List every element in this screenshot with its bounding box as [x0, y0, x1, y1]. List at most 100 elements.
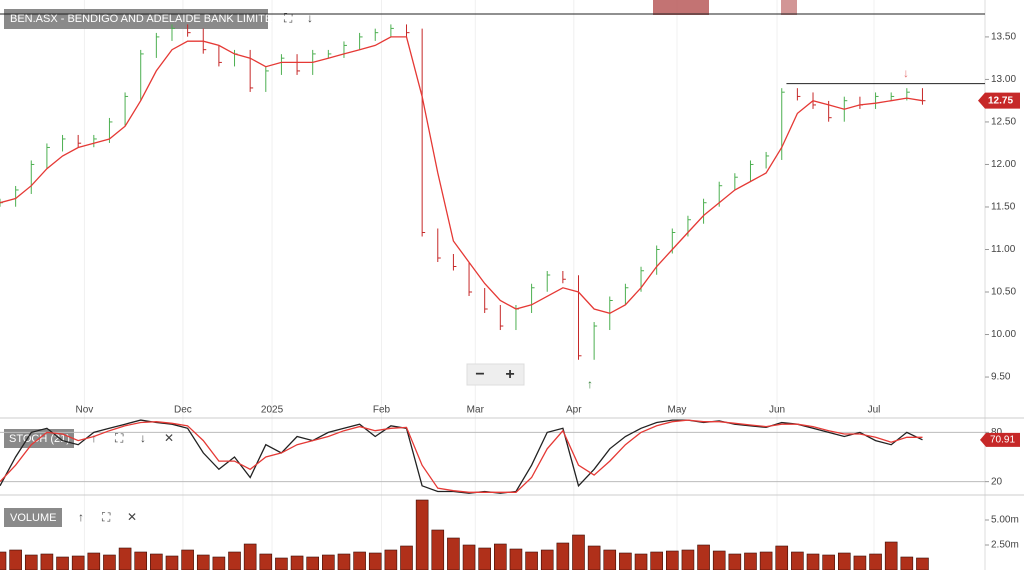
volume-bar: [118, 547, 132, 570]
volume-bar: [572, 534, 585, 570]
y-tick-label: 13.00: [991, 74, 1016, 85]
volume-bar: [837, 552, 851, 570]
zoom-out[interactable]: −: [475, 366, 484, 383]
volume-bar: [150, 553, 163, 570]
volume-bar: [775, 545, 789, 570]
volume-bar: [259, 553, 273, 570]
up-icon[interactable]: ↑: [91, 431, 97, 445]
volume-bar: [869, 553, 882, 570]
volume-bar: [900, 556, 914, 570]
y-tick-label: 2.50m: [991, 540, 1019, 551]
volume-bar: [462, 544, 476, 570]
volume-bar: [540, 549, 554, 570]
volume-bar: [478, 547, 491, 570]
volume-bar: [431, 529, 445, 570]
last-value-tag: [980, 432, 1020, 447]
volume-bar: [712, 550, 726, 570]
event-marker[interactable]: [781, 0, 797, 15]
volume-bar: [744, 552, 757, 570]
down-icon[interactable]: ↓: [307, 11, 313, 25]
volume-bar: [165, 555, 179, 570]
x-tick-label: Nov: [76, 405, 94, 416]
volume-bar: [71, 555, 85, 570]
volume-bar: [0, 551, 7, 570]
volume-bar: [306, 556, 319, 570]
volume-bar: [275, 557, 288, 570]
volume-bar: [290, 555, 304, 570]
up-icon[interactable]: ↑: [78, 510, 84, 524]
volume-bar: [384, 549, 398, 570]
volume-bar: [728, 553, 742, 570]
line: [0, 36, 923, 314]
zoom-in[interactable]: +: [505, 366, 514, 383]
volume-bar: [525, 551, 538, 570]
y-tick-label: 11.50: [991, 202, 1016, 213]
event-marker[interactable]: [653, 0, 709, 15]
y-tick-label: 10.00: [991, 329, 1016, 340]
volume-bar: [587, 545, 601, 570]
y-tick-label: 11.00: [991, 244, 1016, 255]
expand-icon[interactable]: ⛶: [101, 510, 111, 524]
last-price-tag: [978, 92, 1020, 109]
expand-icon[interactable]: ⛶: [114, 431, 124, 445]
volume-bar: [666, 550, 679, 570]
y-tick-label: 12.50: [991, 117, 1016, 128]
volume-bar: [759, 551, 773, 570]
volume-bar: [322, 554, 335, 570]
y-tick-label: 10.50: [991, 287, 1016, 298]
chart-title: BEN.ASX - BENDIGO AND ADELAIDE BANK LIMI…: [10, 13, 280, 25]
expand-icon[interactable]: ⛶: [283, 11, 293, 25]
volume-bar: [447, 537, 460, 570]
x-tick-label: 2025: [261, 405, 284, 416]
zoom-controls: [466, 363, 525, 386]
y-tick-label: 13.50: [991, 32, 1016, 43]
volume-bar: [634, 553, 648, 570]
volume-title: VOLUME: [10, 512, 56, 524]
y-tick-label: 5.00m: [991, 515, 1019, 526]
volume-bar: [40, 553, 54, 570]
volume-bar: [24, 554, 38, 570]
volume-bar: [228, 551, 241, 570]
volume-bar: [353, 551, 366, 570]
last-price-label: 12.75: [988, 95, 1013, 106]
volume-bar: [509, 548, 523, 570]
volume-bar: [337, 553, 351, 570]
x-tick-label: Jul: [868, 405, 881, 416]
close-icon[interactable]: ✕: [127, 510, 137, 524]
sell-arrow: ↓: [903, 66, 909, 80]
volume-bar: [650, 551, 663, 570]
x-tick-label: Dec: [174, 405, 192, 416]
volume-bar: [853, 555, 867, 570]
volume-bar: [9, 549, 22, 570]
line: [0, 419, 923, 494]
y-tick-label: 9.50: [991, 372, 1011, 383]
x-tick-label: May: [668, 405, 687, 416]
volume-bar: [619, 552, 632, 570]
close-icon[interactable]: ✕: [164, 431, 174, 445]
volume-bar: [368, 552, 382, 570]
y-tick-label: 12.00: [991, 159, 1016, 170]
volume-bar: [884, 541, 898, 570]
line: [0, 419, 923, 493]
volume-bar: [822, 554, 835, 570]
volume-bar: [134, 551, 148, 570]
volume-bar: [603, 549, 617, 570]
y-tick-label: 20: [991, 476, 1003, 487]
volume-bar: [196, 554, 210, 570]
volume-bar: [56, 556, 69, 570]
buy-arrow: ↑: [587, 377, 593, 391]
volume-bar: [556, 542, 570, 570]
volume-bar: [103, 554, 116, 570]
last-value-label: 70.91: [990, 434, 1015, 445]
volume-bar: [400, 545, 413, 570]
y-tick-label: 80: [991, 427, 1003, 438]
volume-bar: [697, 544, 710, 570]
volume-bar: [243, 543, 257, 570]
x-tick-label: Feb: [373, 405, 391, 416]
volume-bar: [494, 543, 507, 570]
volume-bar: [212, 556, 226, 570]
down-icon[interactable]: ↓: [140, 431, 146, 445]
volume-bar: [681, 549, 695, 570]
volume-bar: [916, 557, 929, 570]
